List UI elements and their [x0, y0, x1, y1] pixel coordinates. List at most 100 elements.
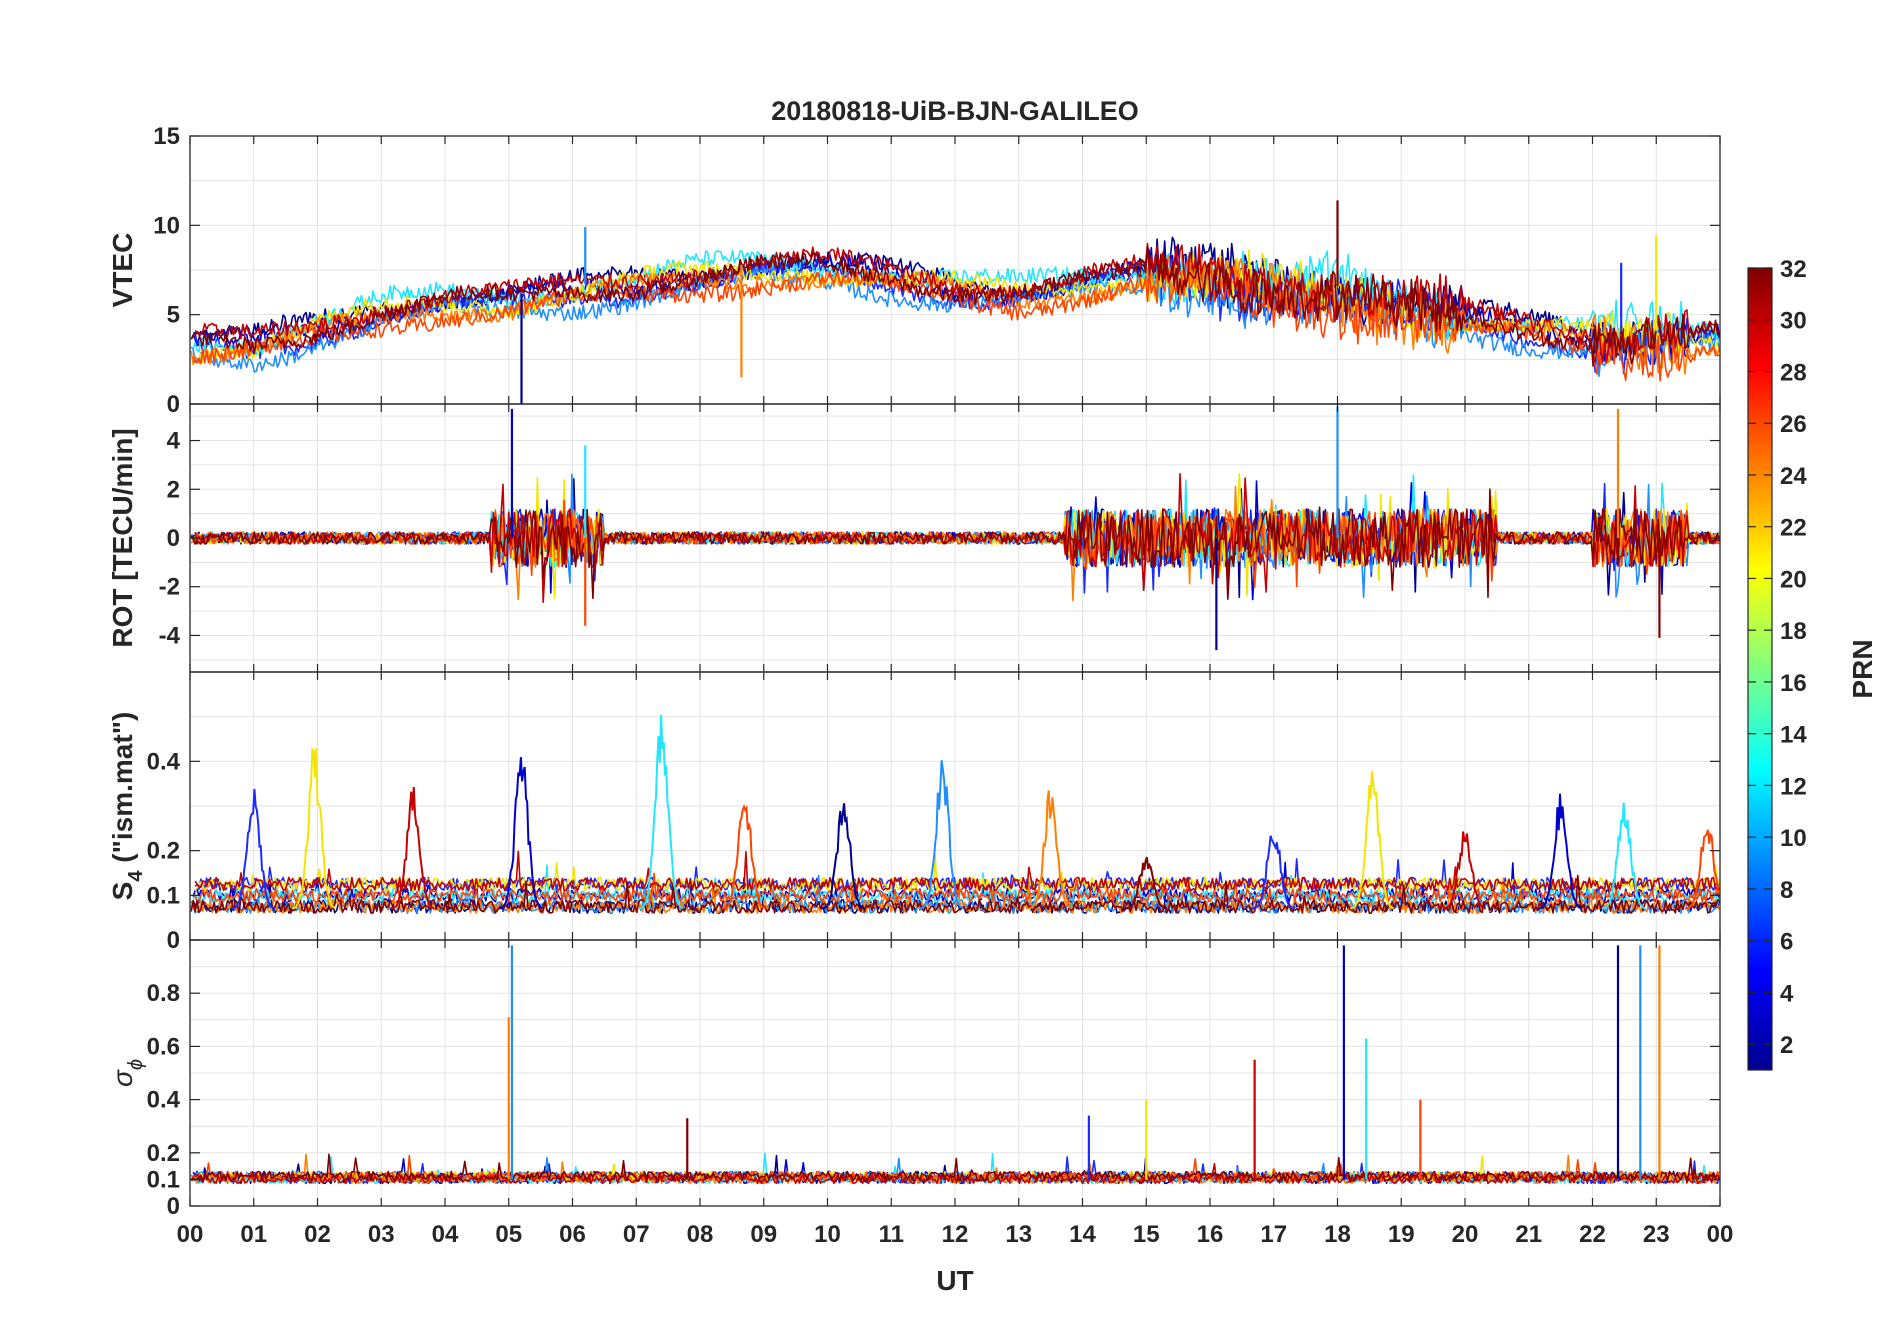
- x-tick-label: 22: [1579, 1221, 1606, 1248]
- trace-prn-31: [190, 874, 1720, 915]
- y-label-suffix: ("ism.mat"): [107, 712, 138, 871]
- x-tick-label: 12: [942, 1221, 969, 1248]
- panel-vtec-y-ticks: 0 5 10 15: [153, 123, 1720, 418]
- y-tick-label: 5: [167, 302, 180, 329]
- y-tick-label: 4: [167, 428, 181, 455]
- colorbar-label: PRN: [1847, 639, 1878, 698]
- scintillation-event: [498, 757, 543, 910]
- scintillation-event: [639, 714, 684, 910]
- scintillation-event: [1251, 835, 1296, 910]
- colorbar-tick-label: 8: [1780, 877, 1793, 904]
- trace-prn-19: [195, 249, 1720, 364]
- colorbar-tick-label: 6: [1780, 929, 1793, 956]
- panel-rot: -4 -2 0 2 4 ROT [TECU/min]: [107, 403, 1721, 673]
- x-tick-label: 16: [1197, 1221, 1224, 1248]
- scintillation-event: [291, 746, 336, 910]
- panel-s4-y-ticks: 0 0.1 0.2 0.4: [147, 748, 1720, 954]
- colorbar-tick-label: 12: [1780, 773, 1807, 800]
- panel-sigma_phi-y-ticks: 00.10.2 0.4 0.6 0.8: [147, 980, 1720, 1220]
- trace-prn-26: [192, 258, 1720, 382]
- colorbar-tick-label: 14: [1780, 722, 1807, 749]
- x-tick-label: 01: [240, 1221, 267, 1248]
- colorbar-gradient: [1747, 267, 1773, 1071]
- x-tick-label: 05: [495, 1221, 522, 1248]
- y-tick-label: 0.4: [147, 748, 181, 775]
- trace-prn-30: [194, 242, 1720, 363]
- panel-sigma_phi: 00.10.2 0.4 0.6 0.8 σϕ: [107, 939, 1721, 1220]
- panel-sigma_phi-traces: [190, 945, 1720, 1185]
- y-tick-label: -4: [159, 622, 181, 649]
- x-tick-label: 10: [814, 1221, 841, 1248]
- scintillation-event: [1538, 793, 1583, 910]
- scintillation-event: [390, 786, 435, 910]
- x-tick-label: 00: [177, 1221, 204, 1248]
- colorbar-tick-label: 26: [1780, 411, 1807, 438]
- scintillation-event: [1442, 831, 1487, 910]
- y-tick-label: 10: [153, 212, 180, 239]
- x-tick-label: 04: [432, 1221, 459, 1248]
- scintillation-event: [1684, 829, 1720, 910]
- trace-prn-30: [194, 850, 1720, 892]
- y-tick-label: 0: [167, 1193, 180, 1220]
- x-tick-label: 08: [687, 1221, 714, 1248]
- colorbar-tick-label: 20: [1780, 566, 1807, 593]
- scintillation-event: [1028, 790, 1073, 910]
- panel-rot-traces: [190, 406, 1720, 651]
- panel-sigma_phi-y-label: σϕ: [107, 1059, 147, 1087]
- colorbar-tick-label: 2: [1780, 1032, 1793, 1059]
- panel-rot-y-label: ROT [TECU/min]: [107, 428, 138, 647]
- scintillation-event: [231, 788, 276, 910]
- panel-vtec-traces: [190, 200, 1720, 404]
- x-axis-label: UT: [936, 1265, 973, 1296]
- y-tick-label: 0: [167, 525, 180, 552]
- x-tick-label: 19: [1388, 1221, 1415, 1248]
- y-label-subscript: 4: [125, 870, 147, 882]
- x-tick-label: 06: [559, 1221, 586, 1248]
- trace-prn-31: [190, 488, 1720, 601]
- colorbar-tick-label: 4: [1780, 980, 1794, 1007]
- y-tick-label: 2: [167, 476, 180, 503]
- y-tick-label: 0.1: [147, 882, 180, 909]
- y-tick-label: 0: [167, 391, 180, 418]
- x-tick-label: 00: [1707, 1221, 1734, 1248]
- colorbar-tick-label: 32: [1780, 256, 1807, 283]
- colorbar-tick-label: 16: [1780, 670, 1807, 697]
- y-tick-label: 0.1: [147, 1166, 180, 1193]
- y-tick-label: 0.6: [147, 1033, 180, 1060]
- x-tick-label: 11: [879, 1221, 904, 1248]
- x-tick-label: 20: [1452, 1221, 1479, 1248]
- colorbar-tick-label: 18: [1780, 618, 1807, 645]
- scintillation-event: [820, 803, 865, 910]
- panel-vtec: 0 5 10 15 VTEC: [107, 123, 1721, 418]
- y-label-main: σ: [107, 1069, 138, 1087]
- panel-s4-y-label: S4 ("ism.mat"): [107, 712, 147, 901]
- x-tick-label: 09: [750, 1221, 777, 1248]
- y-tick-label: 0.2: [147, 1140, 180, 1167]
- trace-prn-31: [190, 1153, 1720, 1182]
- x-tick-label: 14: [1069, 1221, 1096, 1248]
- trace-prn-31: [190, 245, 1720, 367]
- trace-prn-1: [190, 236, 1720, 363]
- x-tick-label: 07: [623, 1221, 650, 1248]
- panel-vtec-y-label: VTEC: [107, 233, 138, 308]
- x-tick-label: 18: [1324, 1221, 1351, 1248]
- y-label-subscript: ϕ: [125, 1059, 147, 1070]
- x-tick-label: 13: [1005, 1221, 1032, 1248]
- colorbar-tick-label: 30: [1780, 308, 1807, 335]
- colorbar-tick-label: 28: [1780, 359, 1807, 386]
- trace-prn-26: [193, 872, 1720, 903]
- x-tick-label: 17: [1260, 1221, 1287, 1248]
- panel-s4: 00.10.20.4S4 ("ism.mat"): [107, 671, 1721, 954]
- chart-title: 20180818-UiB-BJN-GALILEO: [771, 96, 1139, 126]
- colorbar-tick-label: 24: [1780, 463, 1807, 490]
- x-tick-label: 23: [1643, 1221, 1670, 1248]
- scintillation-event: [919, 760, 964, 910]
- panel-vtec-grid: [189, 136, 1721, 404]
- panel-rot-y-ticks: -4 -2 0 2 4: [159, 428, 1720, 649]
- y-tick-label: 0.2: [147, 838, 180, 865]
- y-tick-label: 0.4: [147, 1087, 181, 1114]
